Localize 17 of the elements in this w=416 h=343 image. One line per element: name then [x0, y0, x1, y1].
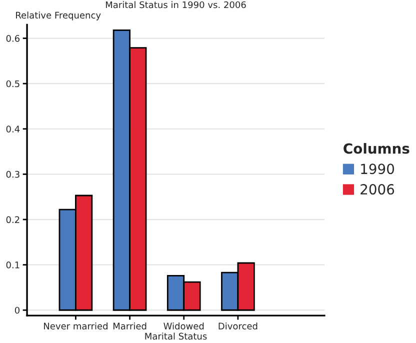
x-axis-title: Marital Status — [145, 332, 207, 340]
y-tick-label: 0.4 — [6, 126, 20, 132]
y-axis-title: Relative Frequency — [16, 12, 101, 20]
x-tick-label: Never married — [44, 322, 108, 330]
chart-title: Marital Status in 1990 vs. 2006 — [106, 1, 246, 8]
x-tick-label: Divorced — [218, 322, 258, 330]
y-tick-label: 0 — [14, 306, 20, 314]
legend-label: 1990 — [361, 164, 394, 174]
legend-title: Columns — [344, 143, 410, 154]
y-tick-label: 0.1 — [6, 262, 20, 268]
legend-label: 2006 — [360, 184, 394, 195]
y-tick-label: 0.2 — [6, 216, 20, 224]
x-tick-label: Married — [113, 322, 146, 330]
y-tick-label: 0.5 — [6, 80, 20, 88]
y-tick-label: 0.3 — [6, 170, 20, 178]
y-tick-label: 0.6 — [6, 35, 20, 42]
x-tick-label: Widowed — [164, 322, 204, 330]
